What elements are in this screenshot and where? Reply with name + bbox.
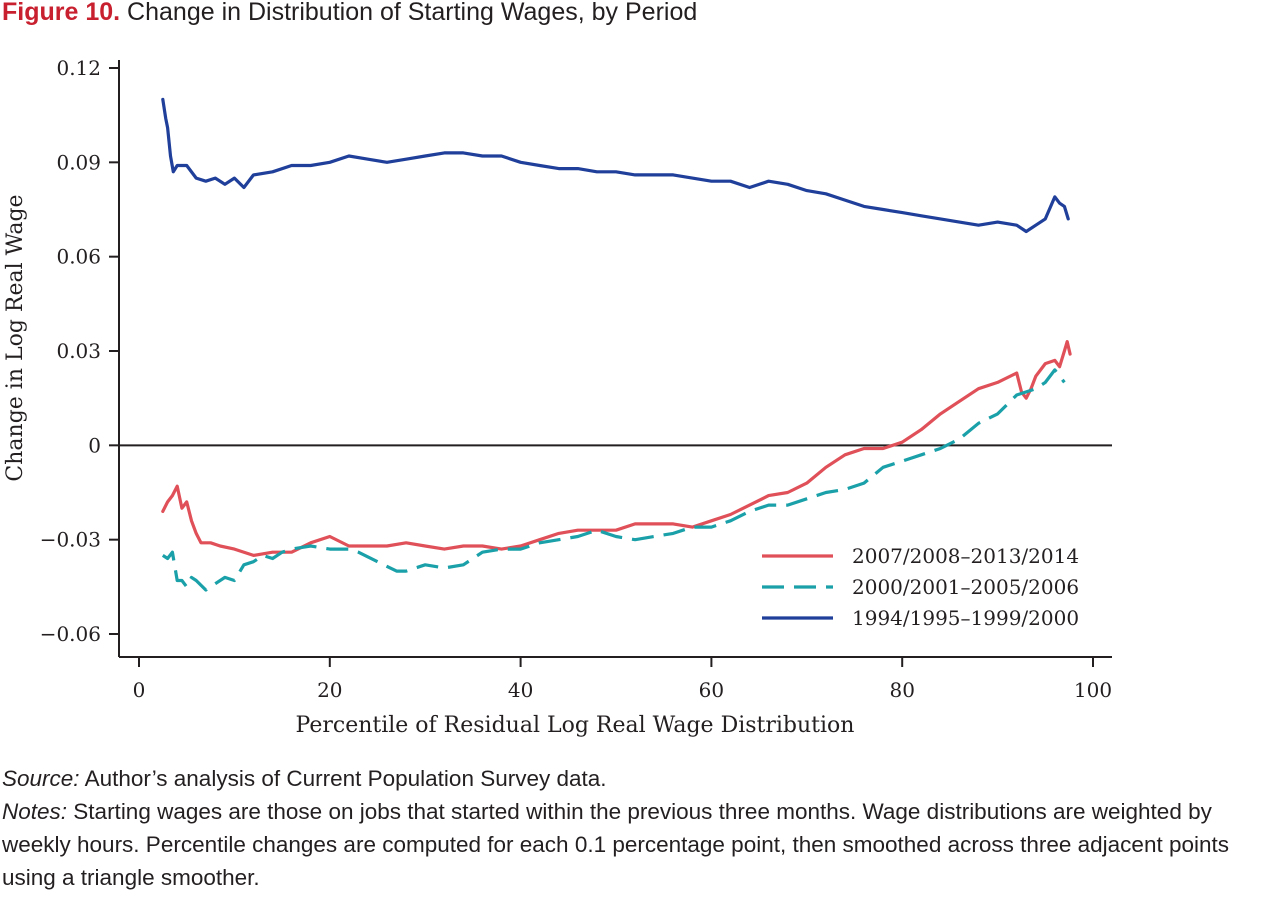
x-tick-label: 40: [508, 678, 533, 702]
notes-paragraph: Notes: Starting wages are those on jobs …: [2, 795, 1278, 894]
figure-number: Figure 10.: [2, 0, 121, 26]
series-lines: [161, 97, 1072, 592]
x-axis-title: Percentile of Residual Log Real Wage Dis…: [296, 713, 855, 738]
x-tick-label: 0: [133, 678, 146, 702]
legend: 2007/2008–2013/2014 2000/2001–2005/2006 19…: [762, 544, 1079, 630]
y-tick-label: 0.06: [56, 245, 101, 269]
y-tick-label: 0.09: [56, 150, 101, 174]
series-line-0: [161, 340, 1072, 557]
figure-title: Figure 10. Change in Distribution of Sta…: [2, 0, 697, 27]
x-tick-label: 100: [1074, 678, 1112, 702]
y-axis-title: Change in Log Real Wage: [3, 194, 28, 481]
source-text: Author’s analysis of Current Population …: [84, 766, 607, 791]
legend-label-1: 2000/2001–2005/2006: [852, 575, 1079, 599]
notes-text: Starting wages are those on jobs that st…: [2, 799, 1229, 890]
y-tick-label: 0.12: [56, 56, 101, 80]
axes: −0.06 −0.03 0 0.03 0.06 0.09 0.12 0 20 40 60 80 100: [40, 56, 1112, 702]
series-line-2: [161, 97, 1070, 234]
legend-label-2: 1994/1995–1999/2000: [852, 606, 1079, 630]
notes-label: Notes:: [2, 799, 68, 824]
y-tick-label: 0.03: [56, 339, 101, 363]
y-tick-label: −0.06: [40, 622, 101, 646]
x-tick-label: 60: [699, 678, 724, 702]
source-line: Source: Author’s analysis of Current Pop…: [2, 762, 1278, 795]
source-label: Source:: [2, 766, 80, 791]
series-line-1: [161, 368, 1066, 592]
y-tick-label: −0.03: [40, 528, 101, 552]
figure-notes: Source: Author’s analysis of Current Pop…: [2, 762, 1278, 894]
x-tick-label: 80: [889, 678, 914, 702]
x-tick-label: 20: [317, 678, 342, 702]
legend-label-0: 2007/2008–2013/2014: [852, 544, 1079, 568]
y-tick-label: 0: [88, 433, 101, 457]
figure-title-text: Change in Distribution of Starting Wages…: [127, 0, 698, 26]
